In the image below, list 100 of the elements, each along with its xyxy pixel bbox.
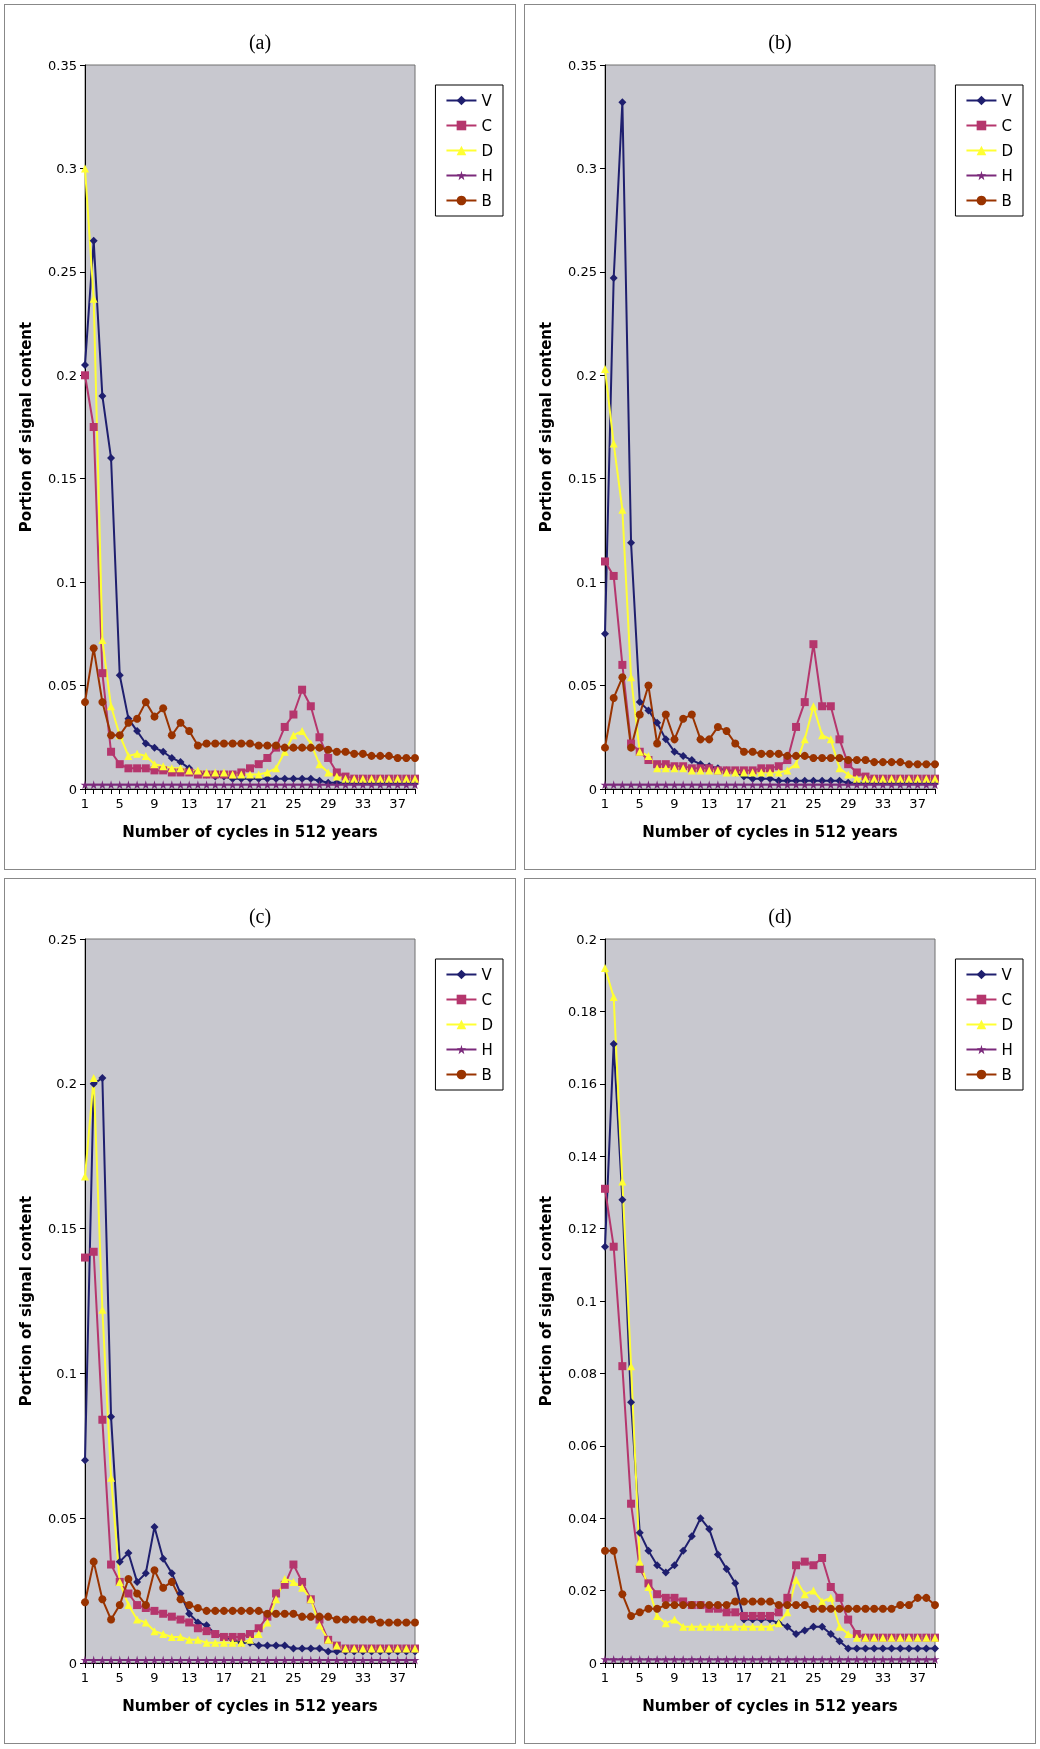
legend-label: H bbox=[481, 166, 493, 185]
y-axis-title: Portion of signal content bbox=[16, 321, 35, 533]
x-tick-label: 1 bbox=[600, 1670, 610, 1685]
chart-title: (c) bbox=[248, 905, 272, 928]
x-tick-label: 25 bbox=[805, 1670, 822, 1685]
y-tick-label: 0 bbox=[588, 781, 597, 797]
y-axis-title: Portion of signal content bbox=[536, 321, 555, 533]
y-tick-label: 0.1 bbox=[576, 1293, 597, 1309]
legend-label: B bbox=[481, 191, 492, 210]
x-axis-title: Number of cycles in 512 years bbox=[642, 1696, 898, 1715]
x-tick-label: 21 bbox=[250, 1670, 267, 1685]
x-tick-label: 37 bbox=[389, 796, 406, 811]
y-tick-label: 0.1 bbox=[576, 574, 597, 590]
y-tick-label: 0.05 bbox=[568, 678, 597, 694]
y-tick-label: 0.15 bbox=[568, 471, 597, 487]
x-tick-label: 37 bbox=[909, 796, 926, 811]
y-tick-label: 0.1 bbox=[56, 574, 77, 590]
x-tick-label: 9 bbox=[670, 796, 679, 811]
legend-label: V bbox=[481, 965, 493, 984]
legend-label: V bbox=[1001, 965, 1013, 984]
y-tick-label: 0.3 bbox=[56, 160, 77, 176]
x-axis-title: Number of cycles in 512 years bbox=[122, 822, 378, 841]
x-tick-label: 33 bbox=[354, 796, 372, 811]
y-tick-label: 0.25 bbox=[568, 264, 597, 280]
x-axis-title: Number of cycles in 512 years bbox=[642, 822, 898, 841]
x-tick-label: 13 bbox=[700, 1670, 718, 1685]
y-tick-label: 0.35 bbox=[568, 57, 597, 73]
legend-label: C bbox=[1001, 116, 1012, 135]
x-tick-label: 33 bbox=[874, 796, 892, 811]
x-tick-label: 29 bbox=[839, 796, 857, 811]
x-tick-label: 29 bbox=[319, 796, 337, 811]
x-tick-label: 21 bbox=[250, 796, 267, 811]
y-axis-title: Portion of signal content bbox=[536, 1195, 555, 1407]
x-tick-label: 33 bbox=[874, 1670, 892, 1685]
x-tick-label: 21 bbox=[770, 796, 787, 811]
y-tick-label: 0.05 bbox=[48, 1510, 77, 1526]
x-tick-label: 13 bbox=[180, 1670, 198, 1685]
y-tick-label: 0.25 bbox=[48, 931, 77, 947]
legend-label: C bbox=[1001, 990, 1012, 1009]
legend-label: D bbox=[1001, 1015, 1014, 1034]
legend-label: B bbox=[1001, 191, 1012, 210]
y-tick-label: 0.06 bbox=[568, 1438, 597, 1454]
y-tick-label: 0.2 bbox=[576, 367, 597, 383]
x-axis-title: Number of cycles in 512 years bbox=[122, 1696, 378, 1715]
y-tick-label: 0.25 bbox=[48, 264, 77, 280]
y-tick-label: 0.2 bbox=[56, 1076, 77, 1092]
chart-title: (a) bbox=[248, 31, 272, 54]
legend-label: V bbox=[1001, 91, 1013, 110]
y-tick-label: 0.15 bbox=[48, 1221, 77, 1237]
y-tick-label: 0.35 bbox=[48, 57, 77, 73]
legend-label: H bbox=[1001, 1040, 1013, 1059]
y-tick-label: 0 bbox=[68, 1655, 77, 1671]
x-tick-label: 1 bbox=[80, 1670, 90, 1685]
y-tick-label: 0.05 bbox=[48, 678, 77, 694]
x-tick-label: 5 bbox=[635, 1670, 644, 1685]
legend-label: H bbox=[1001, 166, 1013, 185]
x-tick-label: 17 bbox=[215, 1670, 233, 1685]
legend-label: D bbox=[481, 1015, 494, 1034]
x-tick-label: 9 bbox=[670, 1670, 679, 1685]
x-tick-label: 1 bbox=[80, 796, 90, 811]
x-tick-label: 5 bbox=[115, 1670, 124, 1685]
x-tick-label: 17 bbox=[215, 796, 233, 811]
y-tick-label: 0.15 bbox=[48, 471, 77, 487]
y-tick-label: 0 bbox=[68, 781, 77, 797]
y-axis-title: Portion of signal content bbox=[16, 1195, 35, 1407]
y-tick-label: 0 bbox=[588, 1655, 597, 1671]
chart-title: (d) bbox=[768, 905, 792, 928]
legend-label: C bbox=[481, 116, 492, 135]
legend-label: B bbox=[1001, 1065, 1012, 1084]
x-tick-label: 33 bbox=[354, 1670, 372, 1685]
x-tick-label: 25 bbox=[805, 796, 822, 811]
x-tick-label: 17 bbox=[735, 1670, 753, 1685]
y-tick-label: 0.2 bbox=[576, 931, 597, 947]
x-tick-label: 9 bbox=[150, 796, 159, 811]
x-tick-label: 9 bbox=[150, 1670, 159, 1685]
chart-title: (b) bbox=[768, 31, 792, 54]
x-tick-label: 29 bbox=[839, 1670, 857, 1685]
x-tick-label: 13 bbox=[700, 796, 718, 811]
y-tick-label: 0.16 bbox=[568, 1076, 597, 1092]
x-tick-label: 13 bbox=[180, 796, 198, 811]
x-tick-label: 25 bbox=[285, 1670, 302, 1685]
y-tick-label: 0.18 bbox=[568, 1003, 597, 1019]
x-tick-label: 17 bbox=[735, 796, 753, 811]
legend-label: D bbox=[1001, 141, 1014, 160]
x-tick-label: 21 bbox=[770, 1670, 787, 1685]
y-tick-label: 0.04 bbox=[568, 1510, 597, 1526]
y-tick-label: 0.2 bbox=[56, 367, 77, 383]
x-tick-label: 1 bbox=[600, 796, 610, 811]
legend-label: B bbox=[481, 1065, 492, 1084]
legend-label: C bbox=[481, 990, 492, 1009]
x-tick-label: 5 bbox=[635, 796, 644, 811]
legend-label: V bbox=[481, 91, 493, 110]
x-tick-label: 25 bbox=[285, 796, 302, 811]
x-tick-label: 37 bbox=[389, 1670, 406, 1685]
y-tick-label: 0.14 bbox=[568, 1148, 597, 1164]
y-tick-label: 0.08 bbox=[568, 1365, 597, 1381]
x-tick-label: 29 bbox=[319, 1670, 337, 1685]
x-tick-label: 37 bbox=[909, 1670, 926, 1685]
legend-label: H bbox=[481, 1040, 493, 1059]
y-tick-label: 0.1 bbox=[56, 1365, 77, 1381]
